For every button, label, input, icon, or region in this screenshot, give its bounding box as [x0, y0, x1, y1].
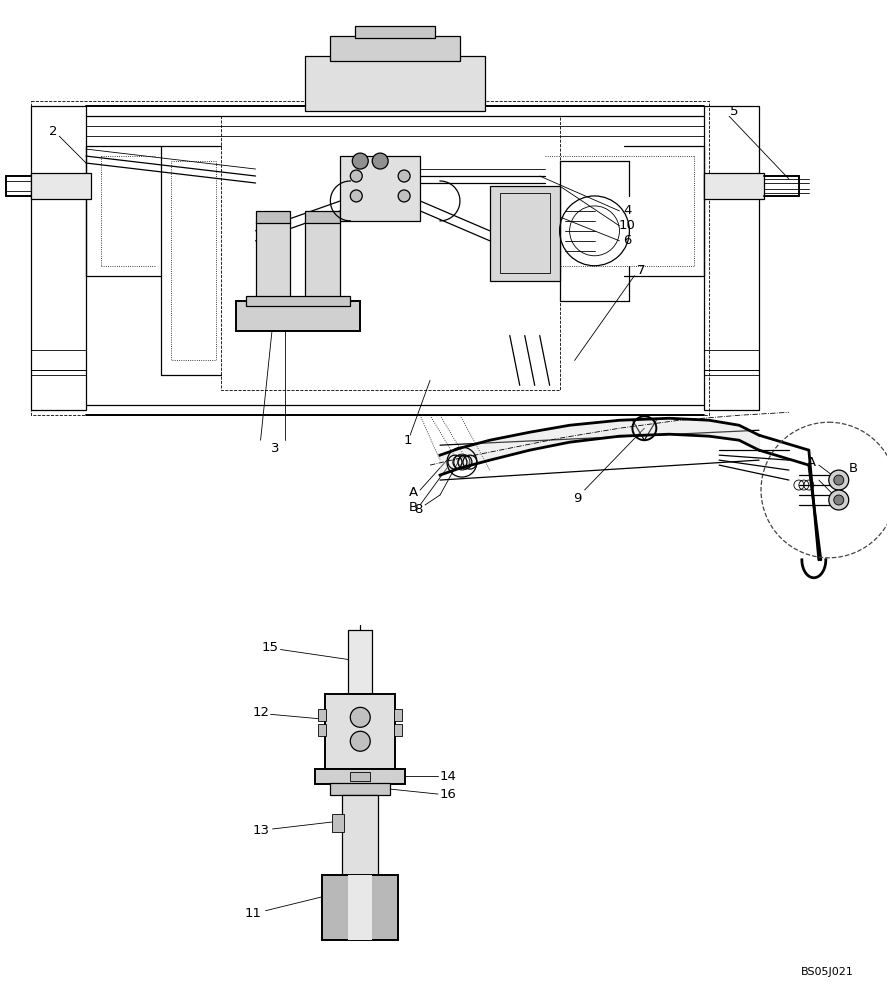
- Bar: [315, 769, 405, 784]
- Bar: [394, 709, 402, 721]
- Bar: [31, 101, 710, 415]
- Text: 3: 3: [271, 442, 280, 455]
- Bar: [340, 156, 420, 221]
- Bar: [348, 875, 372, 940]
- Circle shape: [829, 470, 849, 490]
- Text: A: A: [807, 456, 816, 469]
- Bar: [31, 350, 86, 370]
- Text: 1: 1: [404, 434, 412, 447]
- Circle shape: [834, 495, 844, 505]
- Bar: [305, 221, 340, 316]
- Bar: [305, 211, 340, 223]
- Circle shape: [834, 475, 844, 485]
- Bar: [319, 709, 327, 721]
- Bar: [348, 630, 372, 694]
- Text: 7: 7: [637, 264, 646, 277]
- Text: 6: 6: [623, 234, 631, 247]
- Bar: [394, 724, 402, 736]
- Circle shape: [829, 490, 849, 510]
- Bar: [332, 814, 345, 832]
- Text: 16: 16: [440, 788, 456, 801]
- Circle shape: [350, 731, 370, 751]
- Bar: [170, 161, 216, 360]
- Text: 15: 15: [262, 641, 279, 654]
- Text: 2: 2: [49, 125, 58, 138]
- Text: BS05J021: BS05J021: [801, 967, 853, 977]
- Circle shape: [353, 153, 369, 169]
- Bar: [322, 875, 398, 940]
- Bar: [342, 795, 378, 875]
- Bar: [221, 116, 559, 390]
- Bar: [325, 694, 395, 769]
- Bar: [256, 221, 290, 316]
- Bar: [305, 56, 485, 111]
- Bar: [246, 296, 350, 306]
- Bar: [235, 301, 361, 331]
- Text: 5: 5: [730, 105, 738, 118]
- Bar: [319, 724, 327, 736]
- Text: 9: 9: [574, 492, 582, 505]
- Text: 12: 12: [252, 706, 269, 719]
- Bar: [330, 783, 390, 795]
- Text: A: A: [408, 486, 417, 499]
- Bar: [31, 106, 86, 410]
- Text: 4: 4: [623, 204, 631, 217]
- Text: B: B: [408, 501, 417, 514]
- Bar: [31, 173, 91, 199]
- Circle shape: [350, 707, 370, 727]
- Bar: [330, 36, 460, 61]
- Bar: [704, 350, 759, 370]
- Bar: [704, 106, 759, 410]
- Bar: [490, 186, 559, 281]
- Text: B: B: [849, 462, 859, 475]
- Text: 11: 11: [244, 907, 261, 920]
- Bar: [256, 316, 290, 326]
- Circle shape: [398, 170, 410, 182]
- Bar: [350, 772, 370, 781]
- Circle shape: [350, 190, 362, 202]
- Text: 8: 8: [414, 503, 423, 516]
- Text: 13: 13: [252, 824, 269, 837]
- Circle shape: [398, 190, 410, 202]
- Text: 10: 10: [619, 219, 636, 232]
- Bar: [355, 26, 435, 38]
- Bar: [256, 211, 290, 223]
- Circle shape: [350, 170, 362, 182]
- Bar: [704, 173, 764, 199]
- Bar: [305, 316, 340, 326]
- Bar: [500, 193, 550, 273]
- Text: 14: 14: [440, 770, 456, 783]
- Circle shape: [372, 153, 388, 169]
